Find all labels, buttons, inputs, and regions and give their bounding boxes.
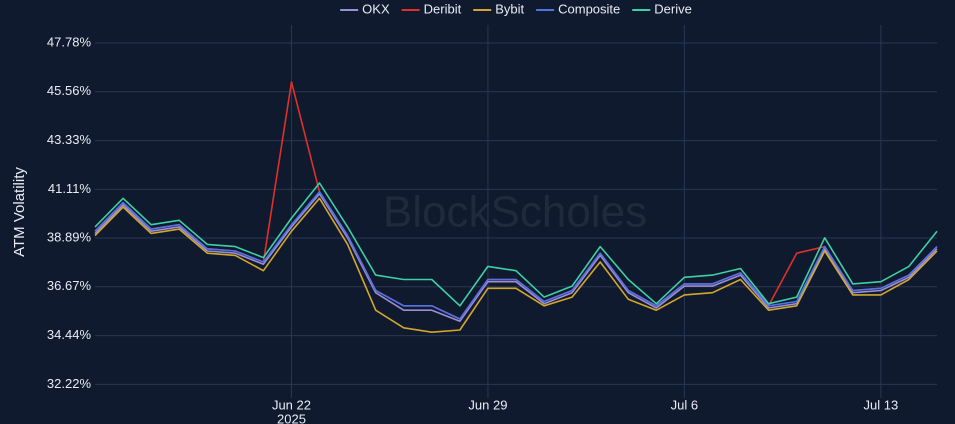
series-line: [94, 193, 938, 322]
x-tick-label: Jul 13: [864, 397, 899, 412]
y-axis-title: ATM Volatility: [11, 167, 28, 257]
series-line: [94, 182, 938, 307]
legend: OKX Deribit Bybit Composite Derive: [340, 1, 692, 16]
x-tick-label: Jun 29: [468, 397, 507, 412]
legend-label: Derive: [654, 1, 692, 16]
y-tick-label: 47.78%: [47, 34, 92, 49]
series-line: [94, 191, 938, 320]
x-tick-label: Jul 6: [671, 397, 698, 412]
y-tick-label: 32.22%: [47, 376, 92, 391]
y-tick-label: 36.67%: [47, 278, 92, 293]
legend-label: Composite: [558, 1, 620, 16]
x-tick-year: 2025: [277, 411, 306, 424]
x-tick-label: Jun 22: [272, 397, 311, 412]
y-tick-label: 41.11%: [48, 181, 92, 196]
series-line: [94, 197, 938, 333]
legend-label: Bybit: [495, 1, 524, 16]
watermark: BlockScholes: [383, 188, 647, 237]
legend-label: Deribit: [424, 1, 462, 16]
y-tick-label: 38.89%: [47, 229, 92, 244]
legend-label: OKX: [362, 1, 390, 16]
y-tick-label: 34.44%: [47, 327, 92, 342]
y-tick-label: 45.56%: [47, 83, 92, 98]
y-tick-label: 43.33%: [47, 132, 92, 147]
